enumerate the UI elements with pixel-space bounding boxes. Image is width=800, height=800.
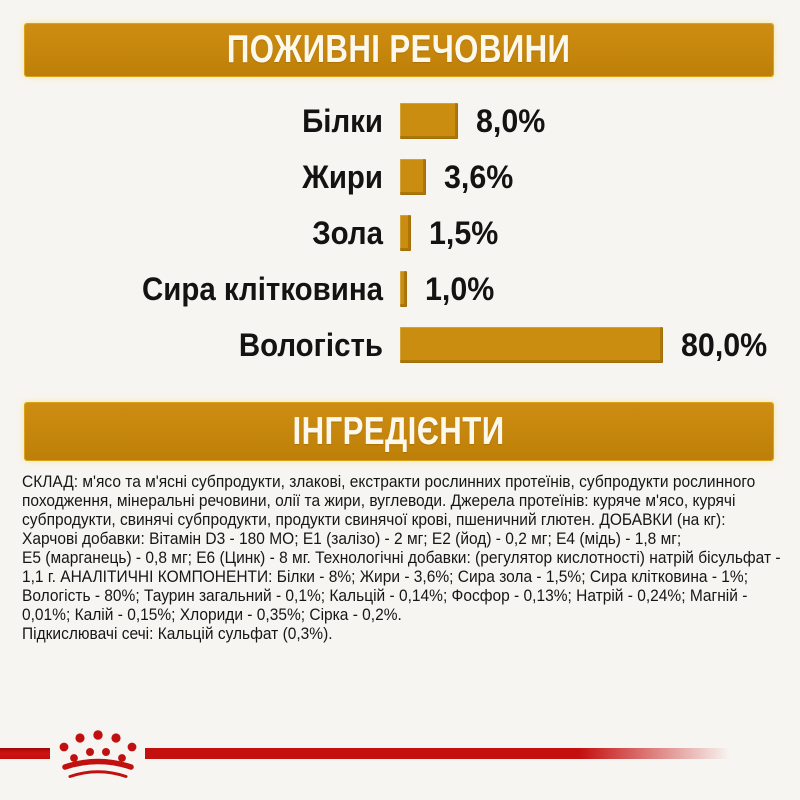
brand-ribbon-right (145, 748, 748, 759)
ingredients-line: субпродукти, свинячі субпродукти, продук… (22, 511, 726, 529)
chart-row-value: 1,5% (429, 214, 499, 251)
chart-bar (400, 327, 663, 363)
brand-ribbon-left (0, 748, 50, 759)
chart-row: Сира клітковина 1,0% (0, 271, 800, 307)
chart-row: Білки 8,0% (0, 103, 800, 139)
ingredients-line: Вологість - 80%; Таурин загальний - 0,1%… (22, 587, 748, 605)
ingredients-line: 1,1 г. АНАЛІТИЧНІ КОМПОНЕНТИ: Білки - 8%… (22, 568, 749, 586)
crown-arcs (62, 758, 134, 778)
chart-bar (400, 271, 407, 307)
chart-row-label: Зола (312, 214, 383, 251)
ingredients-section-header: ІНГРЕДІЄНТИ (25, 403, 773, 460)
chart-row: Жири 3,6% (0, 159, 800, 195)
chart-row-label: Сира клітковина (142, 270, 383, 307)
ingredients-line: Харчові добавки: Вітамін D3 - 180 МО; Е1… (22, 530, 682, 548)
ingredients-line: СКЛАД: м'ясо та м'ясні субпродукти, злак… (22, 473, 756, 491)
nutrients-section-title: ПОЖИВНІ РЕЧОВИНИ (227, 28, 571, 71)
ingredients-line: Підкислювачі сечі: Кальцій сульфат (0,3%… (22, 625, 333, 643)
chart-bar (400, 103, 458, 139)
chart-row: Вологість 80,0% (0, 327, 800, 363)
nutrients-section-header: ПОЖИВНІ РЕЧОВИНИ (25, 24, 773, 76)
chart-row: Зола 1,5% (0, 215, 800, 251)
ingredients-text: СКЛАД: м'ясо та м'ясні субпродукти, злак… (22, 473, 792, 644)
chart-row-value: 1,0% (425, 270, 495, 307)
ingredients-section-title: ІНГРЕДІЄНТИ (292, 409, 506, 453)
ingredients-line: Е5 (марганець) - 0,8 мг; Е6 (Цинк) - 8 м… (22, 549, 781, 567)
ingredients-line: 0,01%; Калій - 0,15%; Хлориди - 0,35%; С… (22, 606, 402, 624)
chart-row-value: 3,6% (444, 158, 514, 195)
royal-canin-crown-logo (59, 730, 137, 778)
crown-dots (59, 730, 137, 762)
chart-row-label: Вологість (238, 326, 383, 363)
chart-row-value: 8,0% (476, 102, 546, 139)
chart-bar (400, 159, 426, 195)
chart-row-label: Білки (302, 102, 383, 139)
ingredients-line: походження, мінеральні речовини, олії та… (22, 492, 736, 510)
chart-bar (400, 215, 411, 251)
chart-row-label: Жири (302, 158, 383, 195)
chart-row-value: 80,0% (681, 326, 768, 363)
